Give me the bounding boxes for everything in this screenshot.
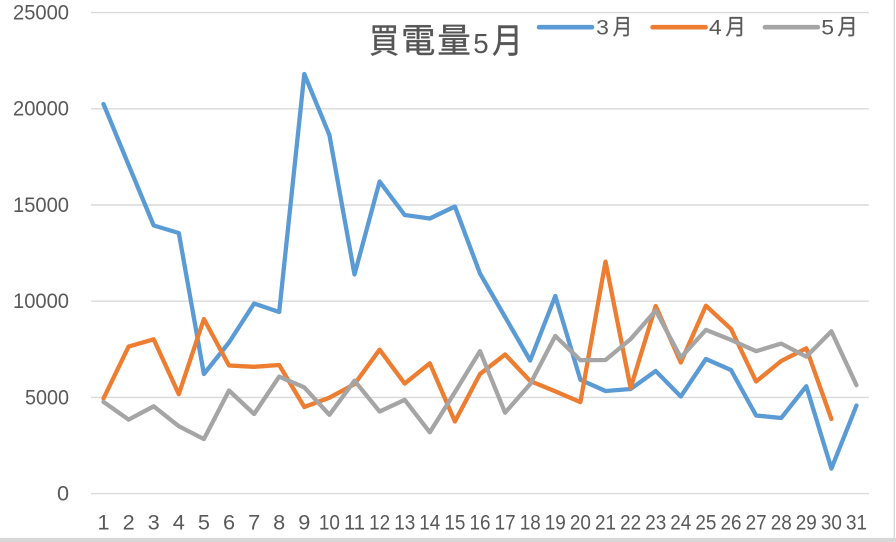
svg-text:22: 22 <box>620 510 641 535</box>
svg-text:21: 21 <box>595 510 616 535</box>
svg-text:10000: 10000 <box>13 288 69 313</box>
svg-text:30: 30 <box>821 510 842 535</box>
svg-text:5: 5 <box>473 28 488 59</box>
svg-text:5: 5 <box>198 510 210 535</box>
svg-text:4: 4 <box>173 510 185 535</box>
svg-text:20: 20 <box>570 510 591 535</box>
svg-text:2: 2 <box>123 510 135 535</box>
svg-text:24: 24 <box>670 510 691 535</box>
svg-text:27: 27 <box>746 510 767 535</box>
svg-text:5000: 5000 <box>25 384 69 409</box>
svg-text:29: 29 <box>796 510 817 535</box>
svg-text:25000: 25000 <box>13 0 69 25</box>
svg-text:9: 9 <box>298 510 310 535</box>
svg-text:14: 14 <box>419 510 440 535</box>
svg-text:26: 26 <box>721 510 742 535</box>
svg-text:6: 6 <box>223 510 235 535</box>
svg-text:10: 10 <box>319 510 340 535</box>
svg-text:15000: 15000 <box>13 192 69 217</box>
svg-text:28: 28 <box>771 510 792 535</box>
svg-text:31: 31 <box>846 510 867 535</box>
svg-text:13: 13 <box>394 510 415 535</box>
svg-text:19: 19 <box>545 510 566 535</box>
svg-text:4: 4 <box>709 15 722 40</box>
svg-text:3: 3 <box>596 15 609 40</box>
svg-text:17: 17 <box>495 510 516 535</box>
svg-text:5: 5 <box>821 15 834 40</box>
svg-text:8: 8 <box>273 510 285 535</box>
svg-text:3: 3 <box>148 510 160 535</box>
svg-text:23: 23 <box>645 510 666 535</box>
svg-text:18: 18 <box>520 510 541 535</box>
svg-text:12: 12 <box>369 510 390 535</box>
svg-text:15: 15 <box>444 510 465 535</box>
svg-text:0: 0 <box>57 481 69 506</box>
svg-text:7: 7 <box>248 510 260 535</box>
svg-text:1: 1 <box>97 510 109 535</box>
svg-text:20000: 20000 <box>13 96 69 121</box>
svg-text:16: 16 <box>470 510 491 535</box>
svg-text:11: 11 <box>344 510 365 535</box>
svg-text:25: 25 <box>695 510 716 535</box>
